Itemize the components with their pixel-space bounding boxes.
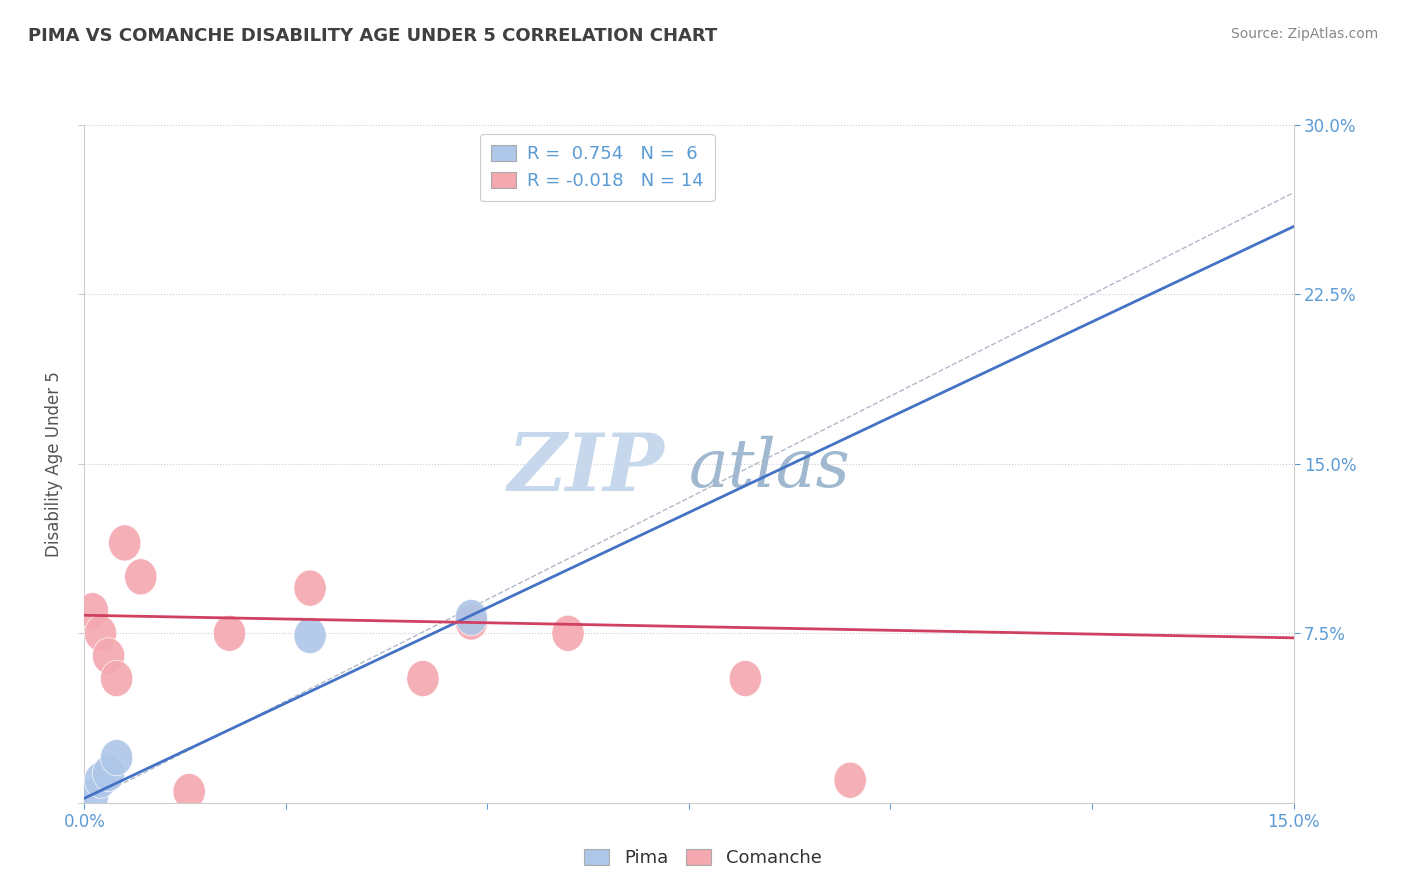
- Ellipse shape: [84, 762, 117, 798]
- Legend: R =  0.754   N =  6, R = -0.018   N = 14: R = 0.754 N = 6, R = -0.018 N = 14: [481, 134, 714, 201]
- Ellipse shape: [100, 739, 132, 776]
- Ellipse shape: [294, 617, 326, 654]
- Text: PIMA VS COMANCHE DISABILITY AGE UNDER 5 CORRELATION CHART: PIMA VS COMANCHE DISABILITY AGE UNDER 5 …: [28, 27, 717, 45]
- Ellipse shape: [93, 756, 125, 791]
- Ellipse shape: [76, 592, 108, 629]
- Ellipse shape: [173, 773, 205, 810]
- Ellipse shape: [456, 599, 488, 636]
- Ellipse shape: [93, 638, 125, 674]
- Ellipse shape: [84, 615, 117, 651]
- Ellipse shape: [125, 558, 157, 595]
- Ellipse shape: [834, 762, 866, 798]
- Text: ZIP: ZIP: [508, 430, 665, 508]
- Ellipse shape: [76, 778, 108, 814]
- Ellipse shape: [730, 660, 762, 697]
- Ellipse shape: [553, 615, 583, 651]
- Legend: Pima, Comanche: Pima, Comanche: [576, 841, 830, 874]
- Ellipse shape: [108, 524, 141, 561]
- Ellipse shape: [214, 615, 246, 651]
- Ellipse shape: [406, 660, 439, 697]
- Y-axis label: Disability Age Under 5: Disability Age Under 5: [45, 371, 63, 557]
- Text: Source: ZipAtlas.com: Source: ZipAtlas.com: [1230, 27, 1378, 41]
- Ellipse shape: [294, 570, 326, 607]
- Text: atlas: atlas: [689, 435, 851, 501]
- Ellipse shape: [456, 604, 488, 640]
- Ellipse shape: [100, 660, 132, 697]
